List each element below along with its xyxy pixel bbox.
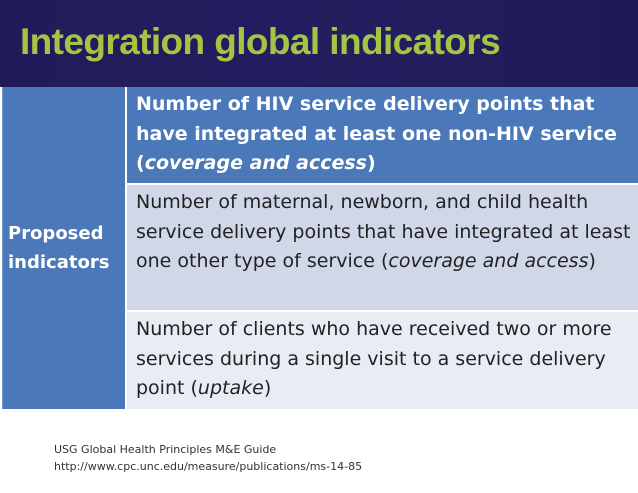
indicator-text: Number of HIV service delivery points th… [136,93,617,174]
indicator-paren: ) [588,250,596,272]
indicator-row-2: Number of maternal, newborn, and child h… [127,185,638,310]
indicators-table: Proposed indicators Number of HIV servic… [0,87,638,409]
indicator-row-3: Number of clients who have received two … [127,312,638,409]
indicator-category: coverage and access [388,250,589,272]
source-citation: USG Global Health Principles M&E Guide h… [54,441,362,475]
slide-header: Integration global indicators [0,0,638,87]
row-header-cell: Proposed indicators [2,87,125,409]
row-header-label-line2: indicators [8,252,110,273]
indicator-text: Number of clients who have received two … [136,318,612,399]
indicator-row-1: Number of HIV service delivery points th… [127,87,638,183]
indicator-text: Number of maternal, newborn, and child h… [136,191,631,272]
indicator-paren: ) [263,377,272,399]
citation-url[interactable]: http://www.cpc.unc.edu/measure/publicati… [54,460,363,473]
slide-title: Integration global indicators [20,21,501,62]
indicator-category: coverage and access [144,152,367,174]
row-header-label-line1: Proposed [8,223,104,244]
citation-title: USG Global Health Principles M&E Guide [54,443,277,456]
indicator-category: uptake [197,377,264,399]
indicator-paren: ) [366,152,376,174]
